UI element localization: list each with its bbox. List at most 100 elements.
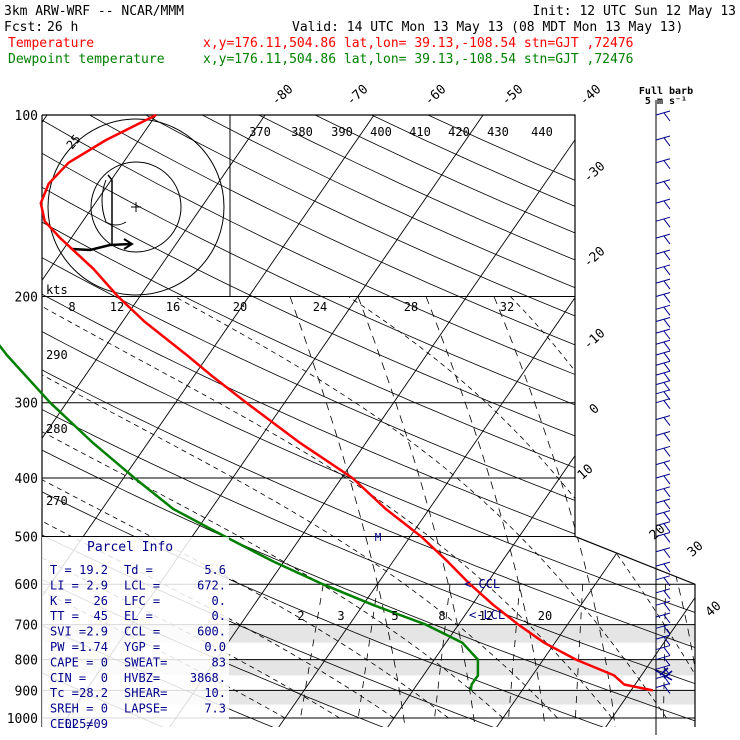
pressure-label: 700 [15, 619, 38, 634]
mixing-ratio-line [434, 584, 451, 719]
dry-adiabat-line [42, 115, 695, 727]
wind-barb-staff [655, 575, 671, 581]
wind-barb-staff [655, 370, 671, 376]
pressure-label: 200 [15, 291, 38, 306]
wind-barb [655, 339, 671, 351]
pressure-label: 400 [15, 472, 38, 487]
wind-barb-staff [655, 278, 671, 284]
isotherm-line [161, 115, 607, 727]
wind-barb [655, 498, 671, 510]
wind-barb-feather [663, 319, 671, 328]
hodograph-trace [71, 242, 131, 252]
moist-adiabat-line [42, 296, 558, 719]
wind-barb-feather [663, 523, 671, 533]
parcel-info-cell: 0 [101, 655, 108, 669]
hodograph-speed-label: 12 [110, 300, 124, 314]
dry-adiabat-line [42, 115, 695, 727]
mixing-ratio-label: 8 [438, 609, 445, 623]
wind-barb [655, 292, 671, 303]
wind-barb-staff [655, 683, 671, 688]
wind-barb-staff [655, 328, 671, 334]
isotherm-label: 10 [575, 462, 597, 484]
wind-barb-feather [663, 577, 671, 587]
parcel-info-cell: Td = [124, 563, 153, 577]
parcel-info-cell: 0 [101, 671, 108, 685]
parcel-info-cell: LI = [50, 578, 79, 592]
parcel-info-panel: Parcel Info T = 19.2 Td = 5.6 LI = 2.9 LCL = 67… [42, 537, 229, 731]
hodograph-ring-outer [47, 118, 225, 296]
wind-barb [655, 600, 671, 612]
dry-adiabat-line [42, 115, 695, 727]
hodograph-speed-label: 16 [166, 300, 180, 314]
parcel-info-cell: 672. [197, 578, 226, 592]
hodograph: 25 [47, 118, 225, 296]
wind-barb [655, 655, 671, 666]
dewpoint-trace [0, 344, 480, 691]
wind-barb-staff [655, 612, 671, 618]
dry-adiabat-label: 280 [46, 422, 68, 436]
parcel-info-cell: 83 [212, 655, 226, 669]
hodograph-speed-label: 20 [233, 300, 247, 314]
isotherm-label: 30 [685, 539, 707, 561]
sounding-traces [0, 113, 654, 692]
lcl-marker: <-LCL [469, 608, 505, 622]
wind-barb-feather [663, 685, 671, 694]
parcel-info-cell: SHEAR= [124, 686, 167, 700]
wind-barb-feather [663, 647, 671, 656]
wind-barb [655, 135, 671, 147]
parcel-info-title: Parcel Info [87, 540, 173, 555]
hodograph-speed-arc [289, 296, 406, 727]
parcel-info-cell: 19.2 [79, 563, 108, 577]
dry-adiabat-line [42, 115, 695, 727]
wind-barb-feather [663, 235, 671, 245]
mixing-ratio-label: 12 [479, 609, 493, 623]
wind-barb [655, 360, 671, 372]
wind-barb-feather [663, 448, 671, 457]
parcel-info-cell: 2.9 [86, 578, 108, 592]
wind-barb-staff [655, 431, 671, 436]
wind-barb [655, 612, 671, 624]
wind-barb-staff [655, 350, 671, 356]
parcel-info-box [42, 537, 229, 727]
parcel-info-cell: T = [50, 563, 72, 577]
parcel-info-cell: 5.6 [204, 563, 226, 577]
wind-barb-feather [663, 636, 671, 646]
parcel-info-cell: HVBZ= [124, 671, 160, 685]
wind-barb-feather [663, 294, 671, 303]
wind-barb [655, 486, 671, 498]
wind-barb-staff [655, 521, 671, 527]
hodograph-trace [107, 174, 113, 244]
wind-barb-staff [655, 198, 671, 204]
wind-barb-feather [663, 512, 671, 521]
surface-wind-barb [654, 667, 673, 681]
pressure-label: 1000 [7, 712, 38, 727]
wind-barb-feather [663, 330, 671, 340]
wind-barb-staff [655, 664, 671, 670]
isotherm-label: -40 [577, 82, 604, 109]
mixing-ratio-label: 2 [297, 609, 304, 623]
wind-barb [655, 575, 671, 587]
dry-adiabat-label: 410 [409, 125, 431, 139]
wind-barb-feather [663, 251, 671, 261]
wind-barb-feather [663, 341, 671, 351]
wind-barb-feather [663, 590, 671, 600]
level-marker: M [375, 531, 382, 544]
wind-barb [655, 233, 671, 245]
wind-barb-staff [655, 561, 671, 567]
wind-barb-feather [663, 112, 671, 122]
wind-barb-feather [663, 280, 671, 290]
wind-barb-staff [655, 460, 671, 466]
wind-barb-staff [655, 645, 671, 651]
wind-barb-feather [663, 382, 671, 391]
hodograph-ring-inner [90, 161, 182, 253]
wind-barb-staff [655, 655, 671, 661]
isotherm-label: -30 [581, 159, 608, 186]
pressure-label: 800 [15, 654, 38, 669]
parcel-info-cell: 3868. [190, 671, 226, 685]
parcel-info-cell: SREH = [50, 702, 93, 716]
mixing-ratio-line [300, 584, 324, 719]
dry-adiabat-label: 380 [291, 125, 313, 139]
dry-adiabat-label: 440 [531, 125, 553, 139]
hodograph-units-label: kts [46, 283, 68, 297]
wind-barb-staff [655, 339, 671, 345]
